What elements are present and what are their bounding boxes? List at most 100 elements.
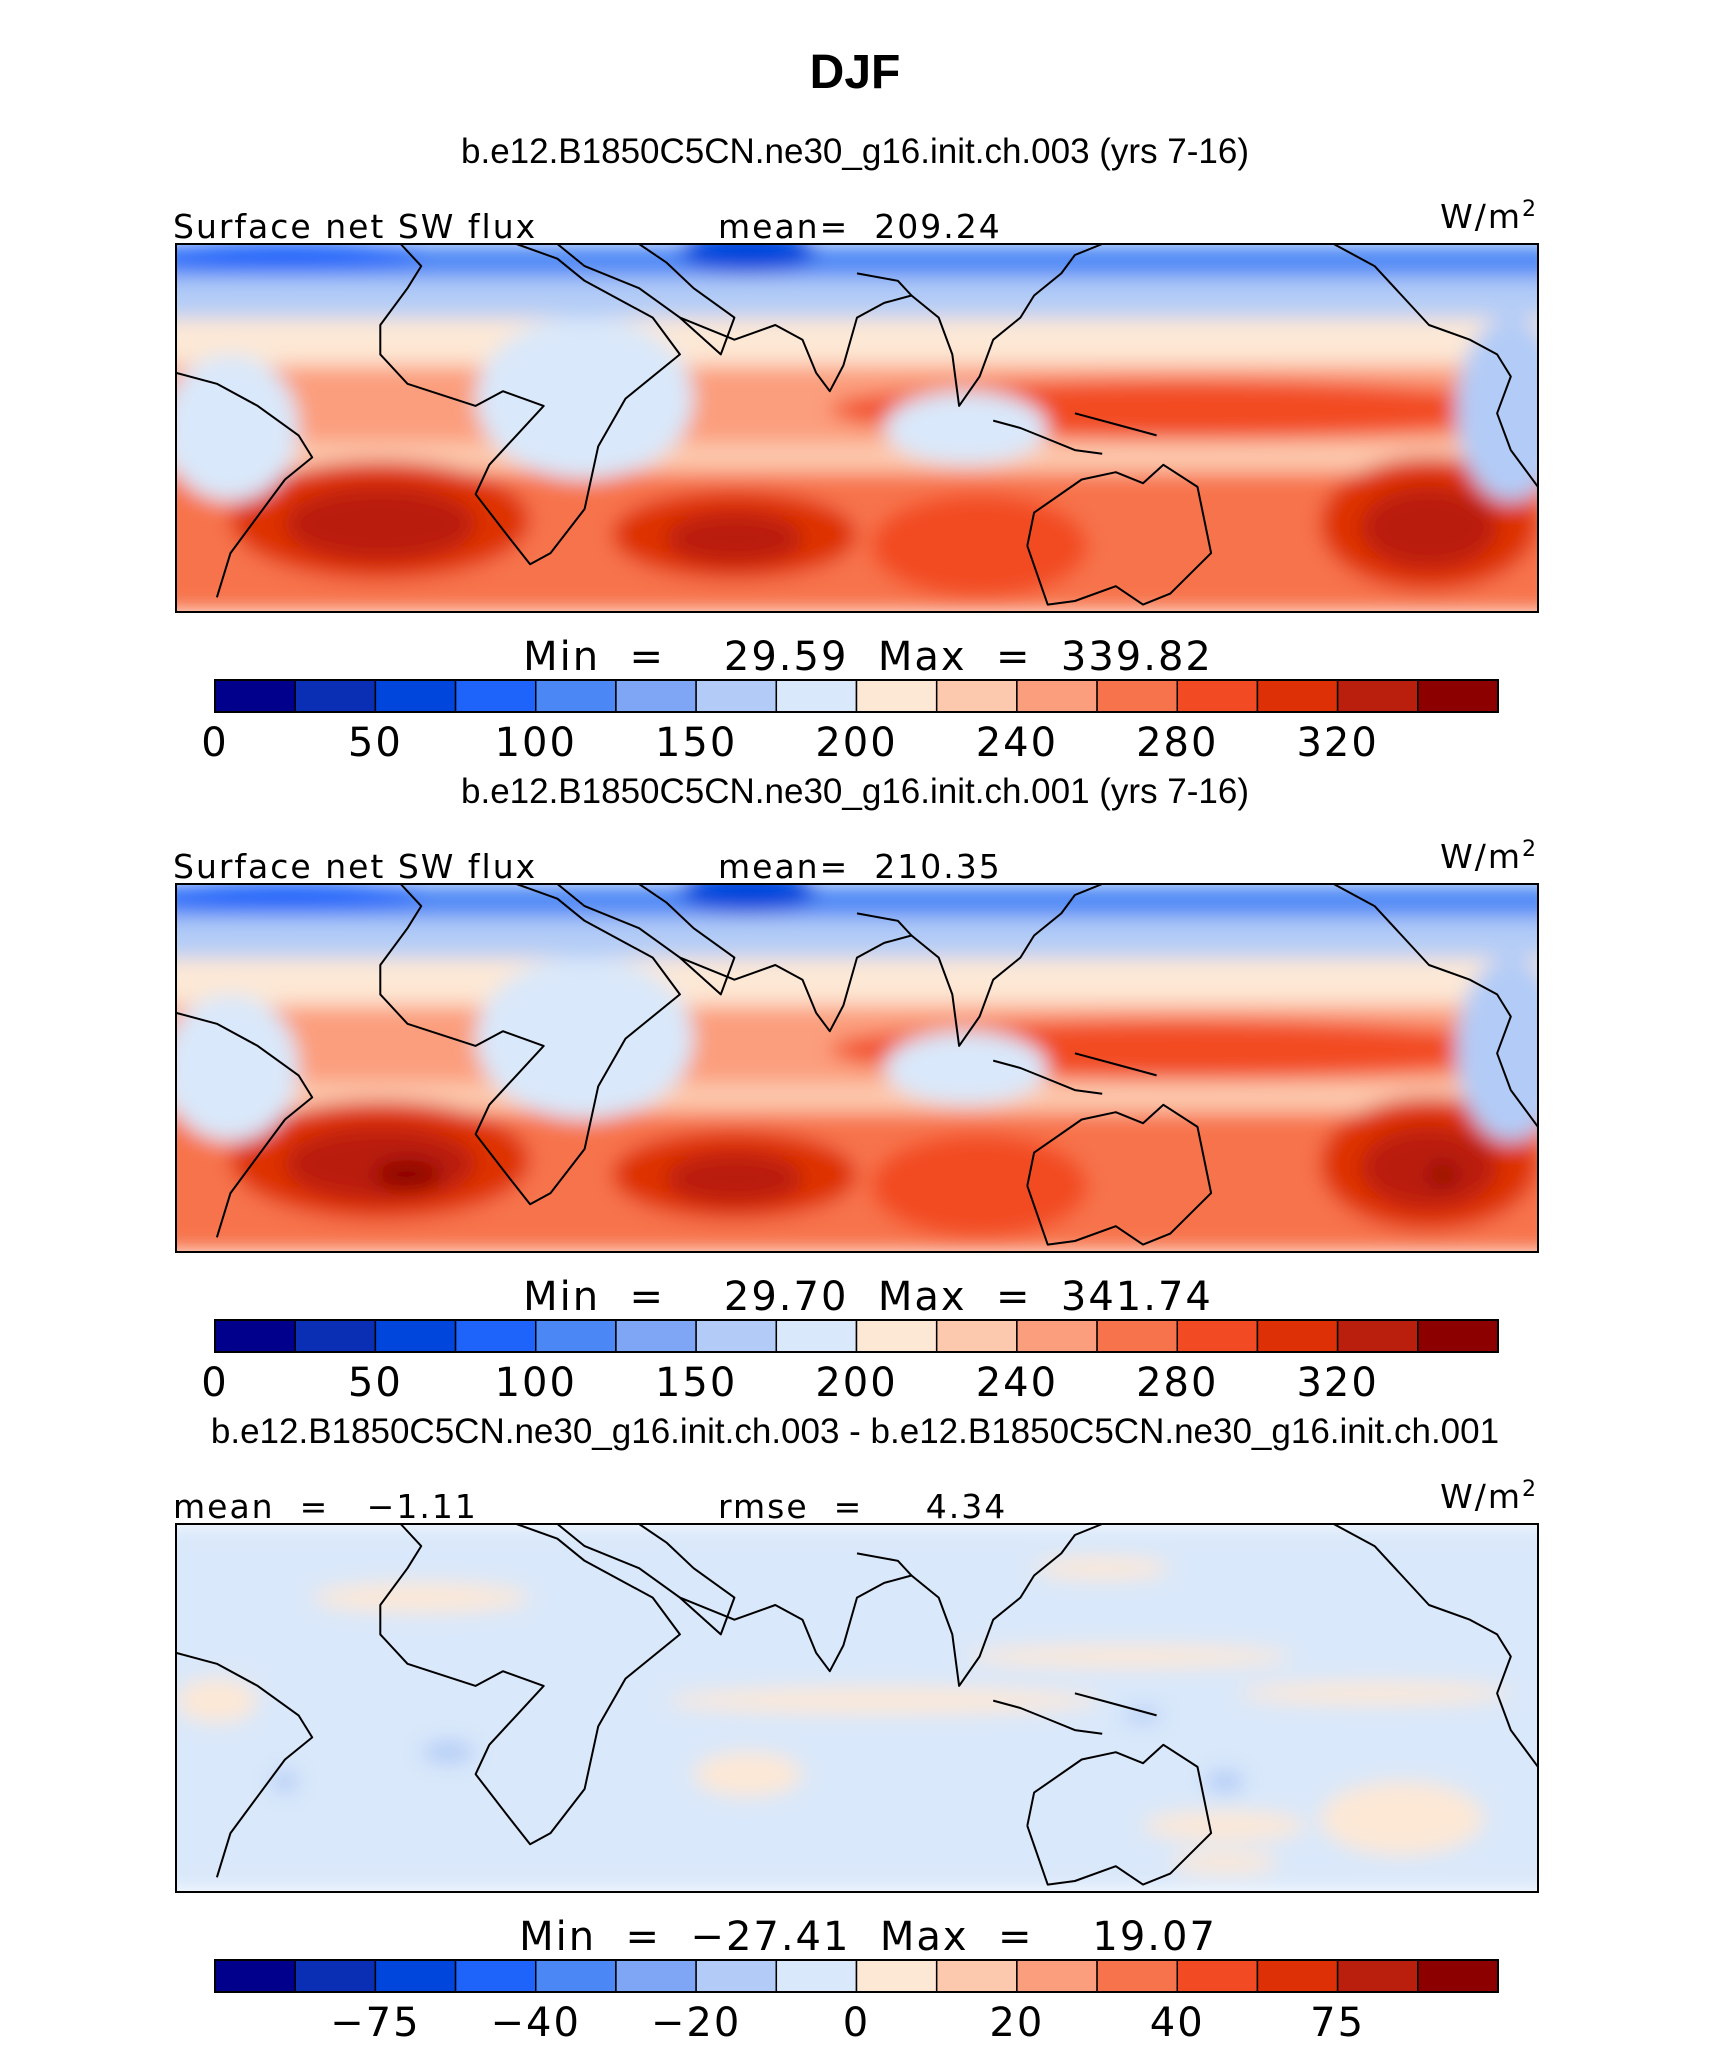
panel-3-units-sup: 2	[1522, 1477, 1538, 1502]
panel-3-map	[175, 1523, 1539, 1893]
colorbar-box	[1176, 1319, 1259, 1353]
map-frame	[175, 1523, 1539, 1893]
coastline	[1074, 1052, 1157, 1077]
coastline	[556, 1524, 736, 1636]
coastline	[1333, 244, 1538, 488]
colorbar-tick-label: 50	[348, 720, 403, 766]
colorbar-box	[855, 1319, 938, 1353]
panel-1: b.e12.B1850C5CN.ne30_g16.init.ch.003 (yr…	[173, 132, 1539, 766]
panel-2-units: W/m2	[1440, 837, 1538, 876]
colorbar-box	[615, 1959, 697, 1993]
field-contour	[1170, 1851, 1280, 1874]
coastline	[1026, 463, 1213, 606]
colorbar-tick-label: 320	[1296, 1360, 1378, 1406]
colorbar-box	[214, 679, 296, 713]
map-field	[176, 884, 1538, 1252]
field-contour	[421, 1741, 476, 1764]
panel-1-units-sup: 2	[1522, 197, 1538, 222]
field-contour	[176, 244, 422, 270]
colorbar-box	[294, 1319, 377, 1353]
colorbar-box	[454, 679, 537, 713]
colorbar-tick-label: 320	[1296, 720, 1378, 766]
colorbar-tick-label: 240	[976, 1360, 1058, 1406]
colorbar-box	[615, 1319, 697, 1353]
colorbar-box	[935, 679, 1018, 713]
colorbar-box	[1336, 1319, 1419, 1353]
panel-3-rmse: rmse = 4.34	[718, 1487, 1007, 1526]
colorbar-box	[454, 1319, 537, 1353]
field-contour	[475, 957, 694, 1120]
coastline	[556, 244, 736, 356]
panel-1-variable: Surface net SW flux	[173, 207, 537, 246]
colorbar-tick-label: 200	[815, 720, 897, 766]
field-contour	[1034, 1557, 1171, 1580]
colorbar-tick-label: 0	[843, 2000, 870, 2046]
map-field	[176, 244, 1538, 612]
field-contour	[312, 1582, 531, 1613]
panel-1-units: W/m2	[1440, 197, 1538, 236]
panel-3-mean: mean = −1.11	[173, 1487, 478, 1526]
colorbar-box	[1336, 679, 1419, 713]
colorbar-tick-label: 100	[495, 720, 577, 766]
colorbar-tick-label: −20	[651, 2000, 741, 2046]
field-contour	[176, 273, 1538, 318]
colorbar-box	[695, 679, 778, 713]
field-contour	[693, 1752, 803, 1797]
colorbar-tick-label: −40	[491, 2000, 581, 2046]
field-contour	[271, 1770, 299, 1793]
field-contour	[284, 486, 476, 561]
colorbar-tick-label: 0	[201, 1360, 228, 1406]
colorbar-box	[1016, 1319, 1098, 1353]
field-contour	[176, 884, 422, 910]
panel-3-colorbar: −75 −40 −20 0 20 40 75	[214, 1959, 1499, 2046]
panel-1-map	[175, 243, 1539, 613]
colorbar-tick-label: 280	[1136, 1360, 1218, 1406]
coastline	[1333, 884, 1538, 1128]
field-contour	[1238, 1682, 1511, 1705]
panel-3-minmax: Min = −27.41 Max = 19.07	[519, 1914, 1217, 1960]
field-contour	[475, 317, 694, 480]
field-contour	[666, 1687, 1103, 1714]
panel-1-units-base: W/m	[1440, 197, 1522, 236]
field-contour	[870, 494, 1089, 598]
panel-1-title: b.e12.B1850C5CN.ne30_g16.init.ch.003 (yr…	[461, 132, 1249, 171]
colorbar-frame	[214, 1959, 1499, 1993]
panel-3-units-base: W/m	[1440, 1477, 1522, 1516]
field-contour	[1360, 1126, 1498, 1208]
colorbar-box	[935, 1319, 1018, 1353]
field-contour	[1429, 1163, 1457, 1186]
field-contour	[884, 391, 1048, 465]
field-contour	[1143, 1811, 1307, 1841]
coastline	[176, 1651, 314, 1878]
coastline	[910, 244, 1103, 407]
colorbar-tick-label: 20	[989, 2000, 1044, 2046]
colorbar-box	[374, 1319, 457, 1353]
colorbar-box	[1096, 1959, 1178, 1993]
coastline	[379, 244, 681, 566]
coastline	[910, 1524, 1103, 1687]
colorbar-box	[535, 679, 617, 713]
map-frame	[175, 883, 1539, 1253]
colorbar-box	[775, 1319, 858, 1353]
coastline	[379, 884, 681, 1206]
colorbar-box	[1096, 1319, 1178, 1353]
panel-2-colorbar: 0 50 100 150 200 240 280 320	[201, 1319, 1499, 1406]
colorbar-box	[1016, 1959, 1098, 1993]
panel-3: b.e12.B1850C5CN.ne30_g16.init.ch.003 - b…	[173, 1412, 1539, 2046]
coastline	[910, 884, 1103, 1047]
field-contour	[870, 1134, 1089, 1238]
field-contour	[1456, 957, 1538, 1142]
map-frame	[175, 243, 1539, 613]
colorbar-box	[294, 679, 377, 713]
colorbar-tick-label: 50	[348, 1360, 403, 1406]
colorbar-box	[1417, 1959, 1499, 1993]
colorbar-box	[695, 1959, 778, 1993]
field-contour	[176, 994, 299, 1142]
colorbar-box	[1176, 679, 1259, 713]
colorbar-box	[1417, 1319, 1499, 1353]
field-contour	[1456, 317, 1538, 502]
field-contour	[176, 354, 299, 502]
field-contour	[965, 1645, 1293, 1668]
colorbar-box	[1336, 1959, 1419, 1993]
field-contour	[284, 1126, 476, 1201]
